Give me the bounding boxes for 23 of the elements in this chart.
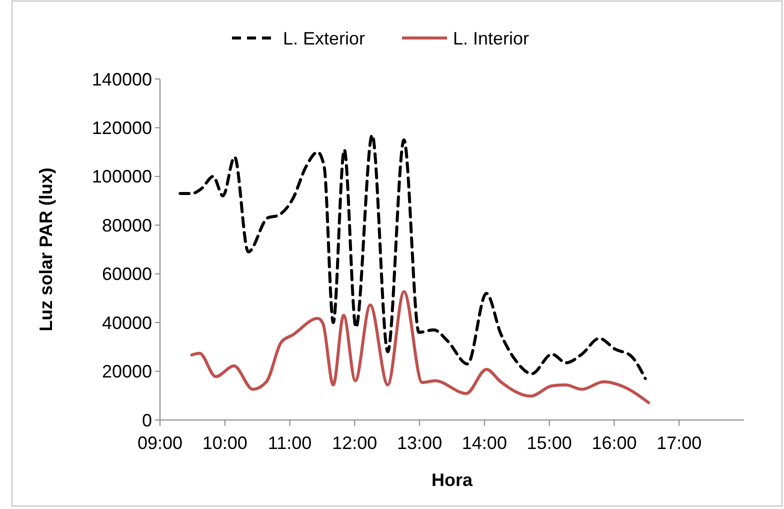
y-tick-label: 60000 [102,264,152,284]
x-tick-label: 09:00 [137,433,183,453]
x-tick-label: 12:00 [332,433,378,453]
x-tick-label: 11:00 [268,433,312,453]
x-tick-label: 13:00 [397,433,442,453]
x-tick-label: 15:00 [526,433,572,453]
legend-label: L. Interior [453,28,530,48]
y-axis-title: Luz solar PAR (lux) [36,168,56,332]
legend-label: L. Exterior [283,28,366,48]
y-tick-label: 0 [142,410,152,430]
x-axis-title: Hora [431,470,474,490]
y-tick-label: 140000 [92,69,152,90]
x-tick-label: 17:00 [656,433,702,453]
y-tick-label: 40000 [102,312,152,333]
x-tick-label: 16:00 [592,433,637,453]
y-tick-label: 100000 [92,166,152,187]
y-tick-label: 120000 [92,118,152,138]
y-tick-label: 20000 [102,362,152,382]
x-tick-label: 14:00 [462,433,507,453]
y-tick-label: 80000 [102,215,152,236]
x-tick-label: 10:00 [202,433,248,453]
line-series [190,290,650,404]
line-series [178,134,647,380]
